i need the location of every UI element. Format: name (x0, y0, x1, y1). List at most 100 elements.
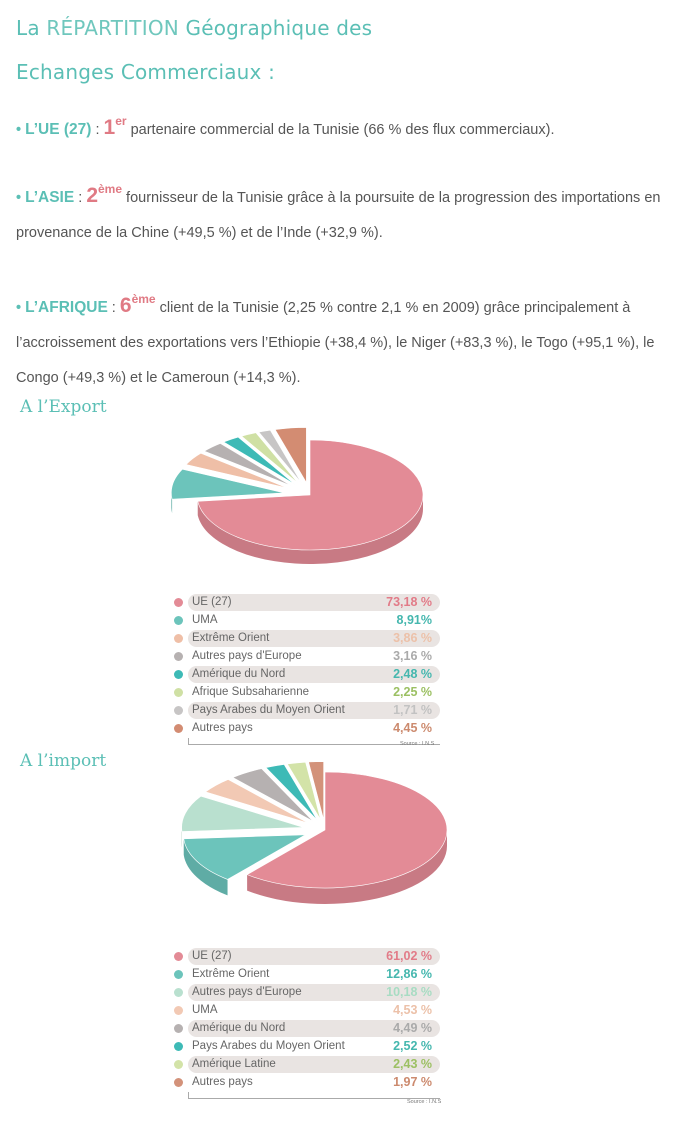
import-legend: UE (27) 61,02 % Extrême Orient 12,86 % Autre… (170, 948, 450, 1099)
legend-label: Afrique Subsaharienne (192, 686, 309, 698)
legend-dot-icon (174, 598, 183, 607)
paragraph-afrique: • L’AFRIQUE : 6ème client de la Tunisie … (16, 282, 666, 396)
pie-slice-3 (185, 452, 289, 489)
pie-slice-top (197, 439, 424, 551)
legend-dot-icon (174, 1060, 183, 1069)
paragraph-ue-lead: L’UE (27) (25, 121, 92, 138)
paragraph-asie-text: fournisseur de la Tunisie grâce à la pou… (16, 190, 661, 241)
legend-row: Extrême Orient 12,86 % (170, 966, 450, 984)
paragraph-ue-rank: 1 (103, 116, 116, 139)
legend-bracket (188, 1092, 440, 1099)
paragraph-afrique-sup: ème (131, 292, 156, 306)
legend-value: 2,43 % (393, 1057, 432, 1071)
pie-slice-top (232, 768, 314, 822)
legend-label: UMA (192, 614, 218, 626)
legend-dot-icon (174, 1078, 183, 1087)
page-title-line1: La RÉPARTITION Géographique des (16, 16, 372, 40)
pie-slice-5 (223, 436, 296, 485)
legend-label: Autres pays (192, 722, 253, 734)
pie-slice-top (274, 427, 307, 484)
pie-slice-top (183, 834, 306, 880)
legend-row: Autres pays d'Europe 10,18 % (170, 984, 450, 1002)
bullet-icon: • (16, 190, 22, 206)
legend-pill (188, 594, 440, 611)
legend-pill (188, 1056, 440, 1073)
import-source: Source : I.N.S (407, 1099, 442, 1105)
legend-label: Extrême Orient (192, 968, 270, 980)
bullet-icon: • (16, 300, 22, 316)
legend-dot-icon (174, 988, 183, 997)
paragraph-ue-sep: : (91, 122, 104, 138)
paragraph-asie-rank: 2 (86, 184, 98, 207)
legend-label: Amérique du Nord (192, 1022, 286, 1034)
import-pie-chart (181, 761, 448, 904)
pie-slice-6 (240, 432, 299, 484)
pie-slice-top (204, 779, 309, 824)
legend-value: 1,97 % (393, 1075, 432, 1089)
paragraph-ue-sup: er (115, 114, 127, 128)
legend-dot-icon (174, 706, 183, 715)
legend-dot-icon (174, 652, 183, 661)
paragraph-afrique-rank: 6 (119, 294, 132, 317)
legend-pill (188, 1020, 440, 1037)
legend-value: 1,71 % (393, 703, 432, 717)
legend-value: 2,52 % (393, 1039, 432, 1053)
paragraph-asie-lead: L’ASIE (25, 189, 75, 206)
pie-slice-top (171, 468, 285, 500)
legend-pill (188, 630, 440, 647)
pie-slice-1 (197, 439, 424, 564)
legend-value: 61,02 % (386, 949, 432, 963)
legend-label: UMA (192, 1004, 218, 1016)
pie-slice-top (223, 436, 296, 485)
paragraph-ue-text: partenaire commercial de la Tunisie (66 … (126, 122, 555, 138)
title-part2: Géographique des (178, 16, 373, 40)
paragraph-ue: • L’UE (27) : 1er partenaire commercial … (16, 104, 666, 148)
export-pie-chart (171, 427, 424, 564)
legend-row: Amérique du Nord 4,49 % (170, 1020, 450, 1038)
legend-value: 4,53 % (393, 1003, 432, 1017)
legend-dot-icon (174, 724, 183, 733)
legend-dot-icon (174, 970, 183, 979)
legend-label: Pays Arabes du Moyen Orient (192, 1040, 345, 1052)
legend-value: 8,91% (396, 613, 432, 627)
paragraph-afrique-text: client de la Tunisie (2,25 % contre 2,1 … (16, 300, 655, 386)
legend-row: UMA 8,91% (170, 612, 450, 630)
legend-value: 4,49 % (393, 1021, 432, 1035)
paragraph-asie-sup: ème (98, 182, 123, 196)
pie-slice-top (286, 761, 321, 820)
pie-slice-side (247, 830, 447, 904)
legend-row: UMA 4,53 % (170, 1002, 450, 1020)
legend-value: 4,45 % (393, 721, 432, 735)
pie-slice-top (240, 432, 299, 484)
pie-slice-4 (203, 443, 292, 487)
legend-row: Autres pays 4,45 % (170, 720, 450, 738)
paragraph-afrique-sep: : (107, 300, 120, 316)
pie-slice-7 (286, 761, 321, 820)
pie-slice-side (183, 838, 228, 896)
pie-slice-2 (183, 834, 306, 896)
pie-slice-top (181, 795, 304, 832)
legend-row: Pays Arabes du Moyen Orient 1,71 % (170, 702, 450, 720)
pie-slice-3 (181, 795, 304, 848)
legend-label: Autres pays (192, 1076, 253, 1088)
legend-pill (188, 702, 440, 719)
legend-label: Amérique du Nord (192, 668, 286, 680)
pie-slice-top (308, 761, 324, 820)
legend-dot-icon (174, 1006, 183, 1015)
pie-slice-7 (258, 429, 302, 484)
legend-dot-icon (174, 634, 183, 643)
legend-row: Pays Arabes du Moyen Orient 2,52 % (170, 1038, 450, 1056)
paragraph-asie-sep: : (74, 190, 87, 206)
legend-value: 12,86 % (386, 967, 432, 981)
legend-label: Autres pays d'Europe (192, 986, 302, 998)
export-source: Source : I.N.S (400, 741, 435, 747)
legend-dot-icon (174, 1042, 183, 1051)
pie-slice-side (197, 495, 423, 564)
pie-slice-top (246, 771, 448, 889)
legend-value: 3,16 % (393, 649, 432, 663)
paragraph-asie: • L’ASIE : 2ème fournisseur de la Tunisi… (16, 172, 666, 251)
legend-dot-icon (174, 670, 183, 679)
pie-slice-8 (274, 427, 307, 484)
legend-row: Afrique Subsaharienne 2,25 % (170, 684, 450, 702)
export-legend: UE (27) 73,18 % UMA 8,91% Extrême Orient 3,86… (170, 594, 450, 745)
